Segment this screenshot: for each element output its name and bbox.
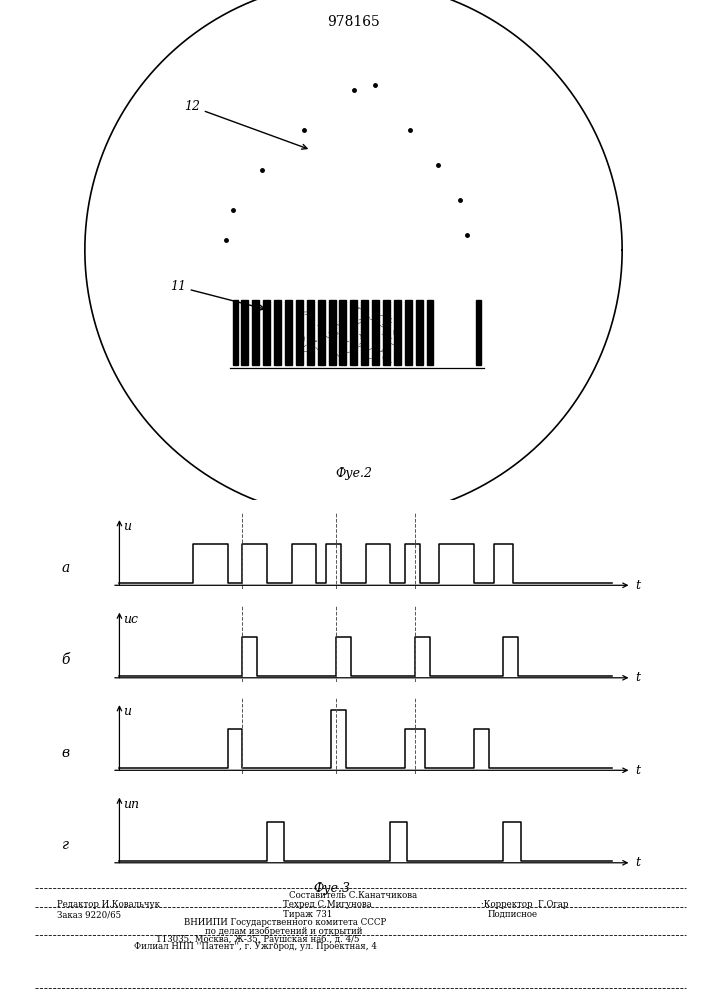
Bar	[296, 300, 303, 365]
Bar	[252, 300, 259, 365]
Bar	[307, 300, 314, 365]
Bar	[274, 300, 281, 365]
Bar	[477, 300, 481, 365]
Bar	[383, 300, 390, 365]
Text: Подписное: Подписное	[488, 910, 538, 919]
Bar	[405, 300, 411, 365]
Text: t: t	[636, 856, 641, 869]
Bar	[339, 300, 346, 365]
Bar	[361, 300, 368, 365]
Text: a: a	[62, 561, 69, 575]
Bar	[242, 300, 248, 365]
Text: 11: 11	[170, 280, 264, 310]
Text: б: б	[61, 653, 69, 667]
Text: u: u	[123, 520, 132, 533]
Text: Фуе.2: Фуе.2	[335, 467, 372, 480]
Text: uп: uп	[123, 798, 139, 811]
Text: Тираж 731: Тираж 731	[283, 910, 332, 919]
Text: 978165: 978165	[327, 15, 380, 29]
Text: Фуе.3: Фуе.3	[314, 882, 351, 895]
Bar	[329, 300, 336, 365]
Text: t: t	[636, 579, 641, 592]
Bar	[263, 300, 270, 365]
Text: u: u	[123, 705, 132, 718]
Bar	[233, 300, 238, 365]
Bar	[372, 300, 379, 365]
Text: г: г	[62, 838, 69, 852]
Bar	[416, 300, 423, 365]
Text: по делам изобретений и открытий: по делам изобретений и открытий	[205, 926, 363, 936]
Text: ВНИИПИ Государственного комитета СССР: ВНИИПИ Государственного комитета СССР	[184, 918, 386, 927]
Bar	[394, 300, 401, 365]
Bar	[351, 300, 357, 365]
Text: t: t	[636, 671, 641, 684]
Text: Редактор И.Ковальчук: Редактор И.Ковальчук	[57, 900, 160, 909]
Text: uс: uс	[123, 613, 139, 626]
Text: Техред С.Мигунова: Техред С.Мигунова	[283, 900, 372, 909]
Text: Составитель С.Канатчикова: Составитель С.Канатчикова	[289, 891, 418, 900]
Bar	[317, 300, 325, 365]
Text: Заказ 9220/65: Заказ 9220/65	[57, 910, 121, 919]
Text: 12: 12	[184, 100, 307, 149]
Text: ·Корректор  Г.Огар: ·Корректор Г.Огар	[481, 900, 568, 909]
Text: Филиал НПП ''Патент'', г. Ужгород, ул. Проектная, 4: Филиал НПП ''Патент'', г. Ужгород, ул. П…	[134, 942, 378, 951]
Text: t: t	[636, 764, 641, 777]
Text: 113035, Москва, Ж-35, Раушская наб., д. 4/5: 113035, Москва, Ж-35, Раушская наб., д. …	[156, 934, 359, 944]
Bar	[285, 300, 292, 365]
Bar	[426, 300, 433, 365]
Text: в: в	[62, 746, 69, 760]
